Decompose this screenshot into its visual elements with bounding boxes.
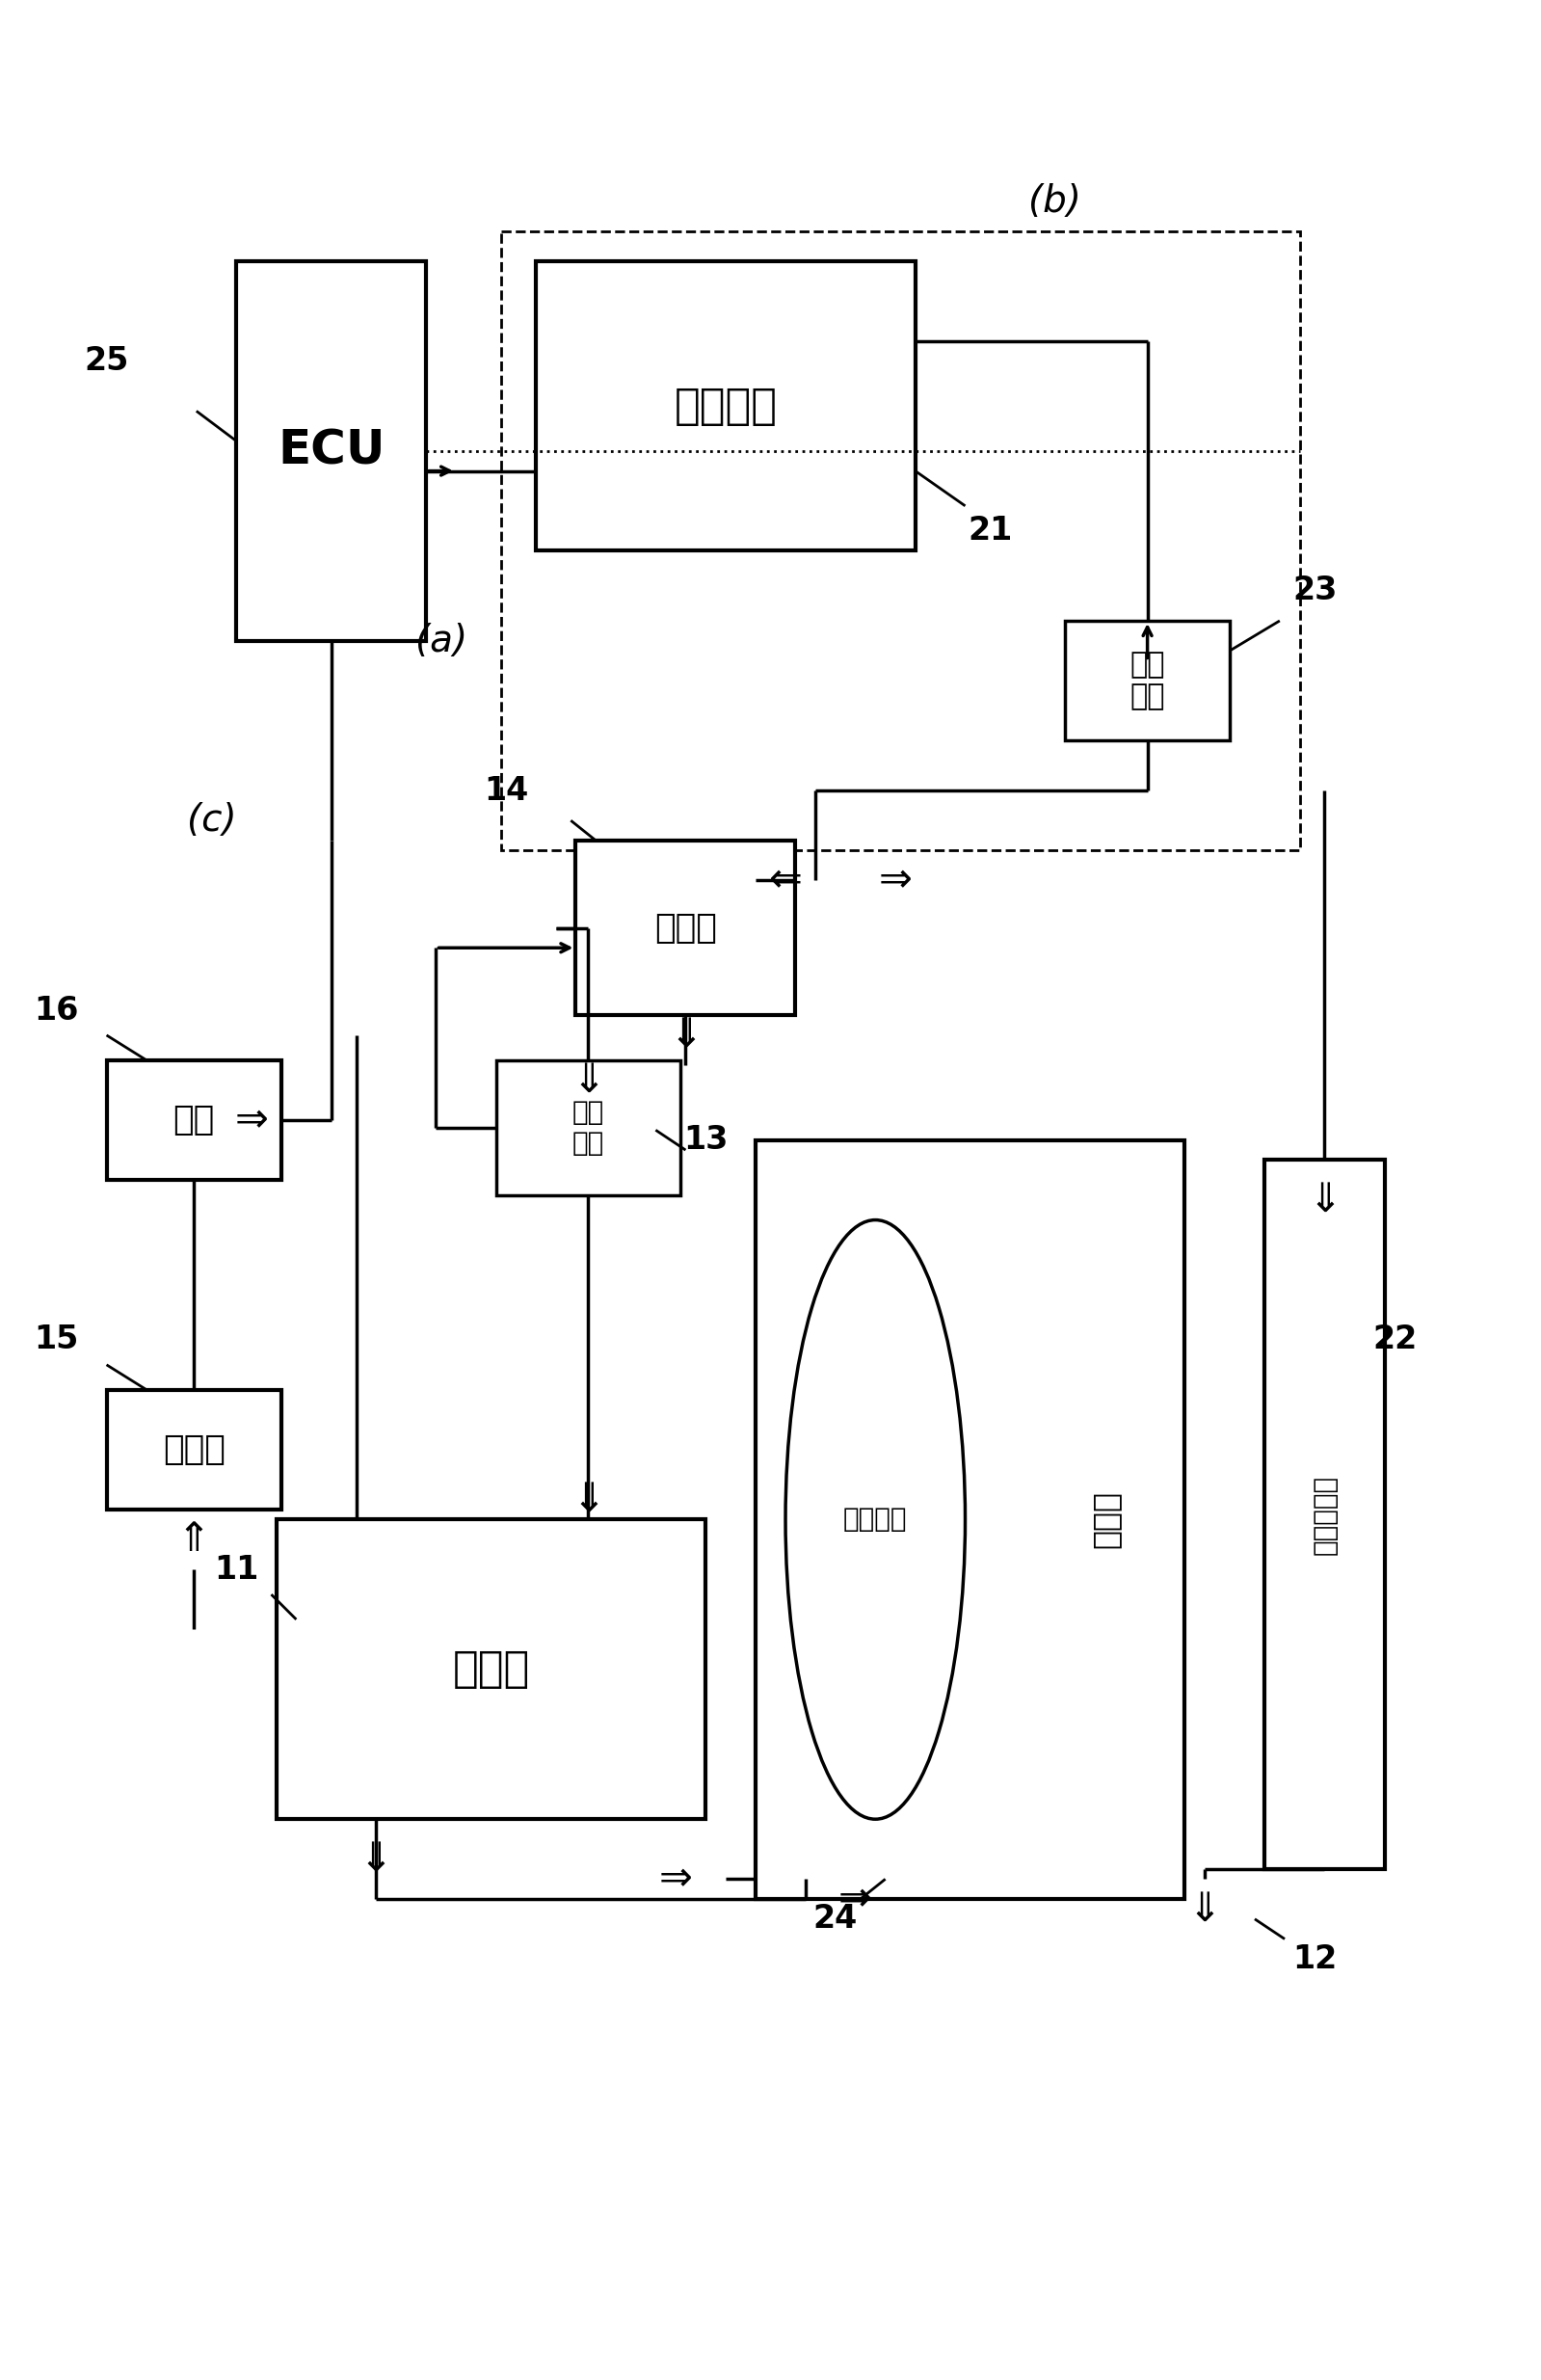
Text: 动力单元: 动力单元 bbox=[673, 386, 777, 426]
Text: 13: 13 bbox=[683, 1123, 727, 1157]
Text: 12: 12 bbox=[1293, 1942, 1338, 1975]
Text: ⇐: ⇐ bbox=[769, 859, 803, 900]
Text: 机械
水泵: 机械 水泵 bbox=[572, 1100, 604, 1157]
Text: ⇒: ⇒ bbox=[838, 1878, 872, 1918]
Text: 恒温器: 恒温器 bbox=[655, 912, 717, 945]
Bar bbox=[1265, 1159, 1384, 1868]
Bar bbox=[501, 231, 1299, 850]
Text: 电动
水泵: 电动 水泵 bbox=[1130, 650, 1165, 712]
Text: 加热器: 加热器 bbox=[163, 1433, 225, 1466]
Text: (b): (b) bbox=[1028, 183, 1082, 219]
Text: ⇓: ⇓ bbox=[572, 1059, 606, 1100]
Text: ⇒: ⇒ bbox=[878, 859, 912, 900]
Text: 15: 15 bbox=[34, 1323, 79, 1357]
Text: 发动机: 发动机 bbox=[452, 1649, 530, 1690]
Text: 25: 25 bbox=[85, 345, 129, 376]
Text: 22: 22 bbox=[1371, 1323, 1416, 1357]
Text: ⇓: ⇓ bbox=[1308, 1180, 1341, 1221]
Bar bbox=[536, 262, 915, 550]
Ellipse shape bbox=[786, 1221, 965, 1818]
Text: ⇒: ⇒ bbox=[660, 1859, 692, 1899]
Text: 11: 11 bbox=[214, 1554, 259, 1585]
Text: 14: 14 bbox=[484, 774, 529, 807]
Text: (a): (a) bbox=[415, 624, 467, 659]
Bar bbox=[106, 1059, 282, 1180]
Text: ⇒: ⇒ bbox=[234, 1100, 268, 1140]
Bar bbox=[236, 262, 425, 640]
Bar bbox=[1065, 621, 1230, 740]
Bar bbox=[106, 1390, 282, 1509]
Bar bbox=[755, 1140, 1185, 1899]
Bar bbox=[496, 1059, 681, 1195]
Text: 23: 23 bbox=[1293, 576, 1338, 607]
Text: ⇑: ⇑ bbox=[177, 1518, 211, 1559]
Text: 低温散热器: 低温散热器 bbox=[1311, 1476, 1338, 1554]
Bar bbox=[276, 1518, 706, 1818]
Text: ECU: ECU bbox=[277, 428, 385, 474]
Text: 阀门: 阀门 bbox=[173, 1104, 214, 1138]
Bar bbox=[576, 840, 795, 1016]
Text: ⇓: ⇓ bbox=[572, 1480, 606, 1521]
Text: 冷却风扇: 冷却风扇 bbox=[843, 1507, 908, 1533]
Text: 16: 16 bbox=[34, 995, 79, 1026]
Text: (c): (c) bbox=[186, 802, 236, 838]
Text: ⇓: ⇓ bbox=[1188, 1890, 1222, 1930]
Text: 散热器: 散热器 bbox=[1089, 1490, 1120, 1549]
Text: ⇓: ⇓ bbox=[669, 1014, 703, 1054]
Text: 21: 21 bbox=[968, 514, 1012, 547]
Text: 24: 24 bbox=[814, 1904, 858, 1935]
Text: ⇓: ⇓ bbox=[359, 1840, 393, 1880]
